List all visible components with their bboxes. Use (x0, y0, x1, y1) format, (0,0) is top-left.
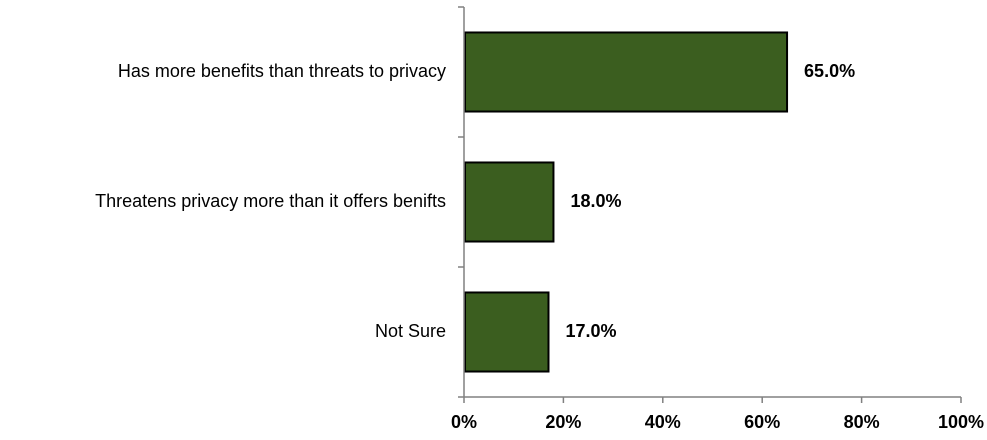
bar (464, 31, 789, 113)
category-label: Has more benefits than threats to privac… (118, 61, 446, 81)
category-label: Threatens privacy more than it offers be… (95, 191, 446, 211)
x-tick-label: 80% (844, 412, 880, 432)
x-tick-label: 20% (545, 412, 581, 432)
labels-layer: Has more benefits than threats to privac… (95, 61, 984, 432)
data-label: 18.0% (570, 191, 621, 211)
x-tick-label: 100% (938, 412, 984, 432)
x-tick-label: 40% (645, 412, 681, 432)
bar (464, 161, 555, 243)
data-label: 17.0% (565, 321, 616, 341)
bar (464, 291, 550, 373)
category-label: Not Sure (375, 321, 446, 341)
x-tick-label: 0% (451, 412, 477, 432)
bars-layer (464, 31, 789, 373)
axes (458, 6, 962, 403)
data-label: 65.0% (804, 61, 855, 81)
x-tick-label: 60% (744, 412, 780, 432)
